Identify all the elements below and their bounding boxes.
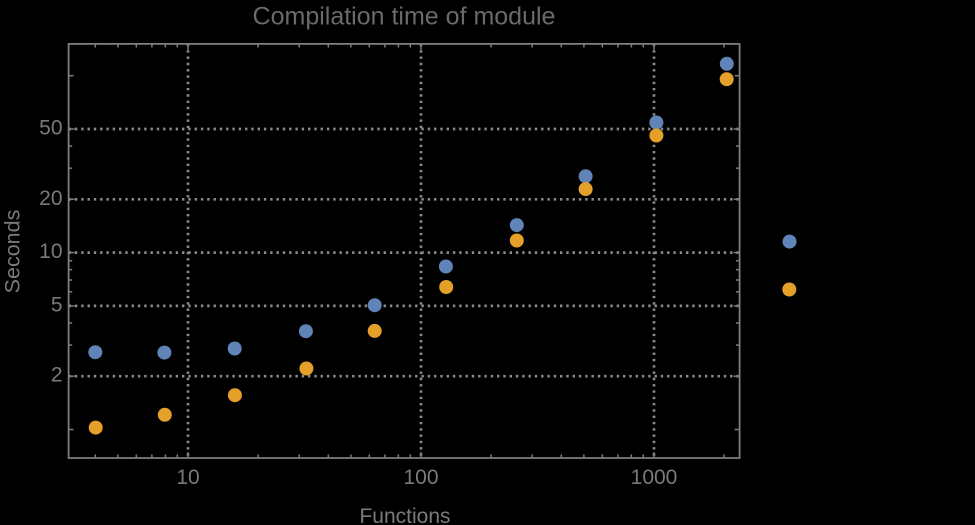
svg-text:50: 50 (39, 117, 62, 140)
svg-text:5: 5 (51, 293, 63, 316)
svg-text:Seconds: Seconds (0, 210, 24, 294)
svg-text:Compilation time of module: Compilation time of module (253, 3, 556, 31)
svg-text:100: 100 (403, 466, 438, 489)
svg-text:10: 10 (39, 240, 62, 263)
svg-text:Functions: Functions (359, 505, 450, 525)
svg-text:10: 10 (176, 466, 199, 489)
svg-text:1000: 1000 (631, 466, 678, 489)
svg-text:20: 20 (39, 187, 62, 210)
svg-text:2: 2 (51, 364, 63, 387)
